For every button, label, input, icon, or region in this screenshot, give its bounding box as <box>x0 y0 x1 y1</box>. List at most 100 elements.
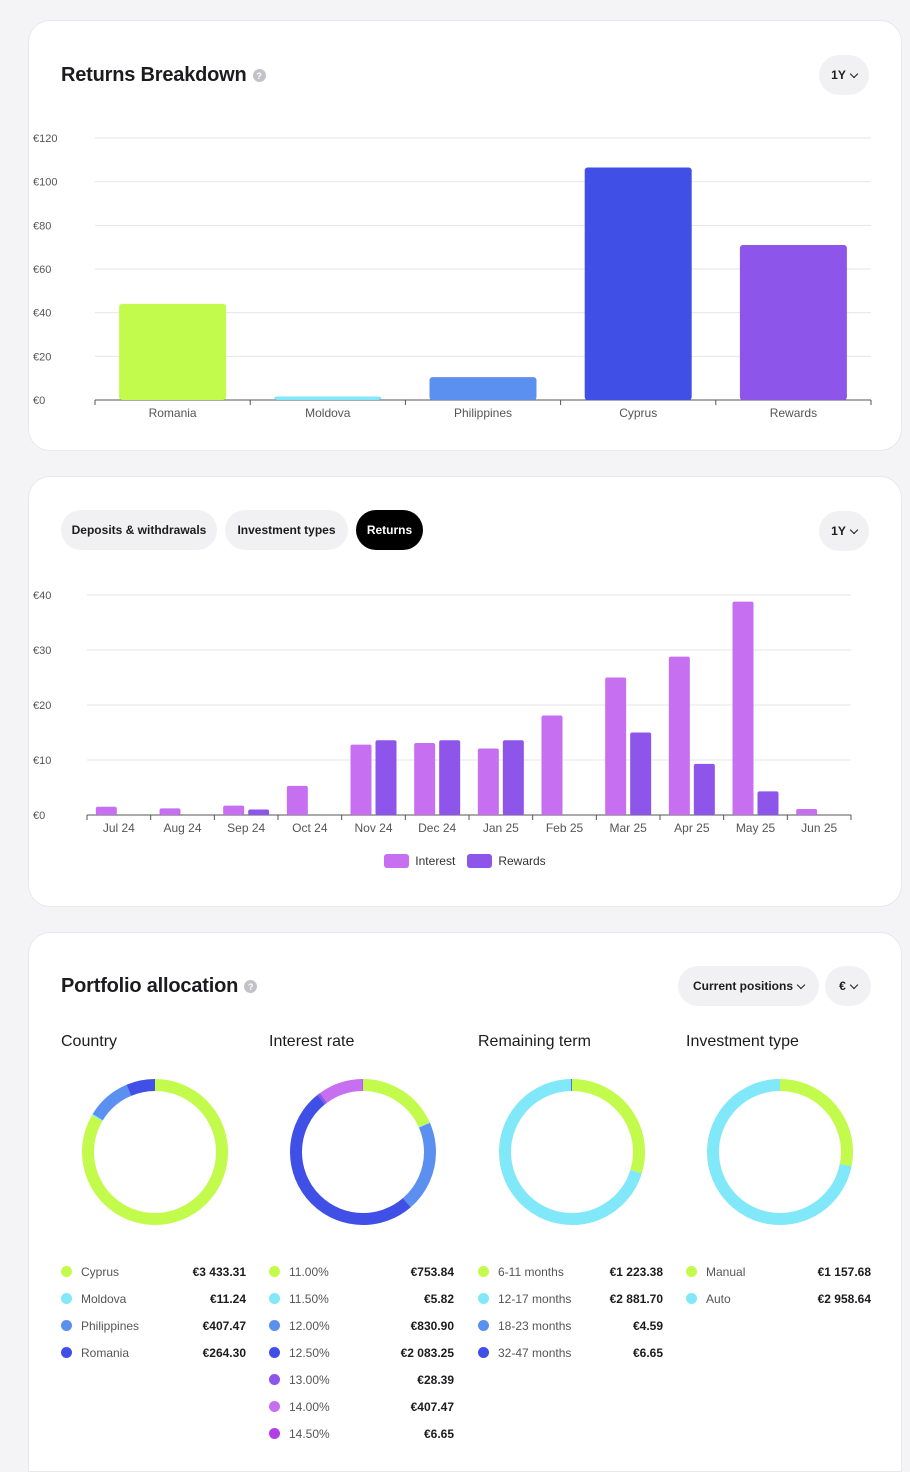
bar-interest <box>732 601 754 815</box>
returns-history-chart: €0 €10 €20 €30 €40 Jul 24 Aug 24 Sep 24 Oct 24 No… <box>33 590 852 835</box>
bar-rewards <box>248 809 270 815</box>
legend-value: €2 083.25 <box>400 1345 454 1360</box>
legend-value: €2 958.64 <box>817 1291 871 1306</box>
y-tick-label: €40 <box>33 590 51 602</box>
legend-value: €407.47 <box>410 1399 454 1414</box>
legend-row[interactable]: Cyprus €3 433.31 <box>61 1258 246 1285</box>
legend-row[interactable]: Moldova €11.24 <box>61 1285 246 1312</box>
legend-row[interactable]: Auto €2 958.64 <box>686 1285 871 1312</box>
donut-slice <box>290 1079 436 1225</box>
legend-value: €6.65 <box>632 1345 663 1360</box>
allocation-investment-type-donut <box>707 1079 853 1225</box>
legend-row[interactable]: 14.00% €407.47 <box>269 1393 454 1420</box>
legend-swatch <box>467 854 493 868</box>
allocation-investment-type-legend: Manual €1 157.68 Auto €2 958.64 <box>686 1258 871 1312</box>
donut-slice <box>707 1079 853 1225</box>
period-selector[interactable]: 1Y <box>819 55 869 95</box>
y-tick-label: €0 <box>33 810 45 822</box>
x-tick-label: Philippines <box>454 406 512 420</box>
tab-investment-types[interactable]: Investment types <box>225 510 348 550</box>
legend-row[interactable]: 11.00% €753.84 <box>269 1258 454 1285</box>
legend-row[interactable]: Romania €264.30 <box>61 1339 246 1366</box>
legend-dot <box>478 1320 489 1331</box>
y-tick-label: €100 <box>33 177 57 189</box>
x-tick-label: Cyprus <box>619 406 657 420</box>
legend-label: Auto <box>706 1291 731 1306</box>
portfolio-allocation-title: Portfolio allocation ? <box>61 975 258 998</box>
legend-row[interactable]: 32-47 months €6.65 <box>478 1339 663 1366</box>
x-tick-label: Dec 24 <box>418 821 456 835</box>
bar-rewards <box>439 740 461 815</box>
legend-row[interactable]: 18-23 months €4.59 <box>478 1312 663 1339</box>
legend-row[interactable]: Manual €1 157.68 <box>686 1258 871 1285</box>
legend-label: 13.00% <box>289 1372 330 1387</box>
legend-value: €3 433.31 <box>192 1264 246 1279</box>
donut-slice <box>499 1079 645 1225</box>
legend-row[interactable]: 13.00% €28.39 <box>269 1366 454 1393</box>
legend-dot <box>478 1347 489 1358</box>
legend-dot <box>478 1293 489 1304</box>
legend-value: €1 157.68 <box>817 1264 871 1279</box>
legend-row[interactable]: 12-17 months €2 881.70 <box>478 1285 663 1312</box>
legend-value: €407.47 <box>202 1318 246 1333</box>
bar-interest <box>286 785 308 815</box>
y-tick-label: €120 <box>33 133 57 145</box>
legend-dot <box>269 1293 280 1304</box>
help-icon[interactable]: ? <box>252 69 266 82</box>
legend-label: 11.50% <box>289 1291 329 1306</box>
legend-value: €5.82 <box>423 1291 454 1306</box>
allocation-country-title: Country <box>61 1033 246 1051</box>
chevron-down-icon <box>849 69 859 78</box>
period-label: 1Y <box>831 68 846 82</box>
y-tick-label: €80 <box>33 220 51 232</box>
legend-item-rewards[interactable]: Rewards <box>467 854 546 868</box>
currency-selector[interactable]: € <box>825 966 871 1006</box>
tab-deposits-withdrawals[interactable]: Deposits & withdrawals <box>61 510 217 550</box>
x-tick-label: Moldova <box>305 406 351 420</box>
tab-label: Returns <box>366 523 413 537</box>
bar-interest <box>414 742 436 815</box>
allocation-interest-rate-legend: 11.00% €753.84 11.50% €5.82 12.00% €830.90 12.… <box>269 1258 454 1447</box>
period-selector[interactable]: 1Y <box>819 511 869 551</box>
bar-rewards <box>693 763 715 815</box>
chevron-down-icon <box>849 980 859 989</box>
allocation-remaining-term-donut <box>499 1079 645 1225</box>
y-tick-label: €20 <box>33 351 51 363</box>
legend-value: €830.90 <box>410 1318 454 1333</box>
x-tick-label: Jun 25 <box>801 821 837 835</box>
x-tick-label: Feb 25 <box>546 821 584 835</box>
y-tick-label: €60 <box>33 264 51 276</box>
legend-row[interactable]: 6-11 months €1 223.38 <box>478 1258 663 1285</box>
legend-row[interactable]: 12.50% €2 083.25 <box>269 1339 454 1366</box>
x-tick-label: Aug 24 <box>163 821 201 835</box>
portfolio-allocation-title-text: Portfolio allocation <box>61 975 239 997</box>
y-tick-label: €20 <box>33 700 51 712</box>
bar-interest <box>350 744 372 815</box>
legend-value: €1 223.38 <box>609 1264 663 1279</box>
x-tick-label: Rewards <box>770 406 817 420</box>
bar-rewards <box>375 740 397 815</box>
bar-romania <box>119 303 227 400</box>
legend-row[interactable]: Philippines €407.47 <box>61 1312 246 1339</box>
legend-dot <box>269 1266 280 1277</box>
positions-selector[interactable]: Current positions <box>678 966 819 1006</box>
returns-breakdown-title: Returns Breakdown ? <box>61 64 266 87</box>
tab-returns[interactable]: Returns <box>356 510 423 550</box>
y-tick-label: €10 <box>33 755 51 767</box>
legend-item-interest[interactable]: Interest <box>384 854 455 868</box>
y-tick-label: €30 <box>33 645 51 657</box>
donut-slice <box>82 1079 228 1225</box>
legend-label: 6-11 months <box>498 1264 564 1279</box>
bar-rewards <box>630 732 652 815</box>
legend-row[interactable]: 14.50% €6.65 <box>269 1420 454 1447</box>
legend-label: Romania <box>81 1345 130 1360</box>
chevron-down-icon <box>849 525 859 534</box>
positions-label: Current positions <box>692 979 793 993</box>
legend-value: €753.84 <box>410 1264 454 1279</box>
legend-row[interactable]: 11.50% €5.82 <box>269 1285 454 1312</box>
legend-row[interactable]: 12.00% €830.90 <box>269 1312 454 1339</box>
history-card: Deposits & withdrawals Investment types … <box>28 476 902 907</box>
allocation-interest-rate-title: Interest rate <box>269 1033 454 1051</box>
help-icon[interactable]: ? <box>244 980 258 993</box>
legend-label: 12-17 months <box>498 1291 572 1306</box>
